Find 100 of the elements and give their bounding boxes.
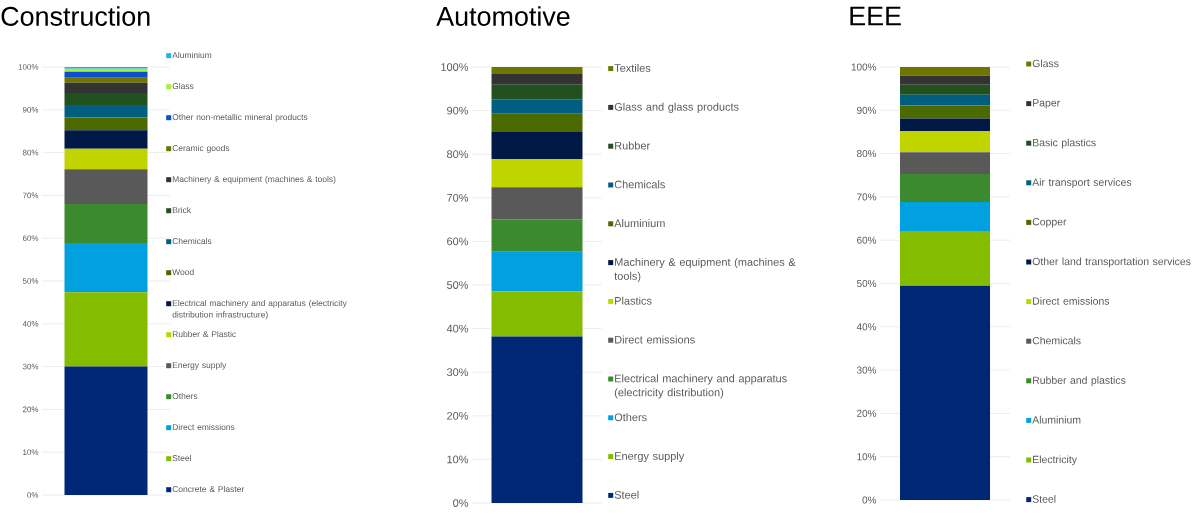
y-tick-label: 90%	[857, 106, 877, 114]
y-tick-label: 20%	[447, 411, 469, 420]
chart-title: EEE	[850, 6, 901, 26]
y-tick-label: 60%	[857, 236, 877, 244]
legend-label: Basic plastics	[1033, 138, 1096, 149]
bar	[64, 130, 148, 149]
legend-label: Direct emissions	[615, 335, 695, 344]
legend-label: Machinery & equipment (machines & tools)	[172, 175, 336, 184]
legend-label: Textiles	[614, 63, 651, 72]
y-tick-label: 90%	[447, 106, 469, 115]
bar	[900, 152, 991, 174]
legend-label: Glass	[1032, 59, 1059, 68]
bar	[900, 67, 991, 76]
legend-label: Other non-metallic mineral products	[172, 113, 308, 122]
legend-label: Glass	[172, 82, 194, 90]
legend-label: Steel	[1032, 495, 1056, 503]
bar	[900, 84, 991, 95]
y-tick-label: 0%	[453, 499, 469, 507]
chart-title: Construction	[1, 6, 150, 26]
bar	[491, 67, 583, 74]
bar	[64, 77, 148, 83]
y-tick-label: 100%	[441, 63, 469, 71]
bar	[900, 94, 991, 106]
y-tick-label: 80%	[856, 150, 877, 158]
bar	[64, 242, 148, 293]
y-tick-label: 40%	[856, 323, 877, 331]
chart-title: Automotive	[436, 6, 570, 26]
bar	[491, 336, 583, 503]
legend-label: Paper	[1033, 99, 1060, 109]
y-tick-label: 40%	[446, 324, 469, 333]
bar	[64, 82, 148, 94]
legend-label: Wood	[172, 268, 194, 276]
y-tick-label: 60%	[447, 237, 469, 246]
bar	[64, 71, 148, 78]
bar	[64, 203, 148, 243]
legend-label: Steel	[614, 490, 639, 499]
legend-label: Other land transportation services	[1032, 257, 1191, 268]
bar	[900, 231, 991, 286]
bar	[491, 187, 583, 220]
y-tick-label: 100%	[851, 63, 877, 71]
y-tick-label: 50%	[856, 279, 877, 288]
legend-label: Copper	[1032, 218, 1067, 228]
bar	[491, 219, 583, 252]
y-tick-label: 30%	[856, 366, 877, 374]
legend-label: Air transport services	[1032, 178, 1132, 189]
bar	[64, 292, 148, 367]
bar	[64, 148, 148, 170]
bar	[491, 131, 583, 159]
legend-label: Plastics	[615, 296, 652, 305]
y-tick-label: 20%	[857, 409, 877, 417]
bar	[491, 251, 583, 292]
y-tick-label: 0%	[862, 496, 877, 504]
bar	[491, 291, 583, 337]
legend-label: Machinery & equipment (machines & tools)	[614, 257, 796, 283]
legend-label: Concrete & Plaster	[172, 485, 245, 493]
y-tick-label: 70%	[447, 193, 469, 202]
legend-label: Electrical machinery and apparatus (electricity distribution infrastructure)	[172, 299, 347, 320]
y-tick-label: 80%	[447, 150, 469, 159]
legend-label: Energy supply	[172, 361, 227, 370]
bar	[64, 93, 148, 106]
bar	[491, 99, 583, 114]
legend-label: Others	[172, 392, 198, 400]
legend-label: Aluminium	[614, 219, 665, 228]
bar	[64, 105, 148, 118]
legend-label: Aluminium	[172, 51, 212, 59]
bar	[900, 131, 991, 153]
bar	[64, 117, 148, 131]
legend-label: Rubber	[615, 141, 650, 150]
bar	[900, 105, 991, 119]
legend-label: Others	[614, 413, 647, 422]
bar	[900, 285, 991, 500]
bar	[64, 366, 148, 495]
bar	[900, 173, 991, 203]
bar	[900, 75, 991, 85]
legend-label: Chemicals	[1032, 336, 1081, 345]
legend-label: Steel	[172, 454, 191, 462]
bar	[900, 202, 991, 232]
bar	[491, 73, 583, 85]
y-tick-label: 10%	[447, 455, 469, 464]
legend-label: Rubber & Plastic	[172, 330, 236, 338]
legend-label: Direct emissions	[172, 423, 235, 431]
legend-label: Aluminium	[1032, 415, 1081, 424]
legend-label: Ceramic goods	[172, 144, 230, 153]
legend-label: Energy supply	[615, 451, 685, 463]
legend-label: Electrical machinery and apparatus (electricity distribution)	[614, 374, 787, 399]
y-tick-label: 30%	[446, 368, 469, 377]
y-tick-label: 50%	[446, 281, 469, 289]
legend-label: Chemicals	[172, 237, 212, 245]
y-tick-label: 10%	[857, 453, 877, 461]
legend-label: Glass and glass products	[614, 102, 739, 113]
legend-label: Brick	[172, 206, 192, 214]
legend-label: Direct emissions	[1033, 297, 1110, 305]
legend-label: Electricity	[1033, 455, 1077, 466]
bar	[491, 113, 583, 132]
bar	[491, 158, 583, 188]
y-tick-label: 70%	[857, 193, 877, 201]
legend-label: Chemicals	[614, 180, 665, 189]
bar	[900, 118, 991, 132]
bar	[64, 169, 148, 204]
bar	[491, 84, 583, 100]
